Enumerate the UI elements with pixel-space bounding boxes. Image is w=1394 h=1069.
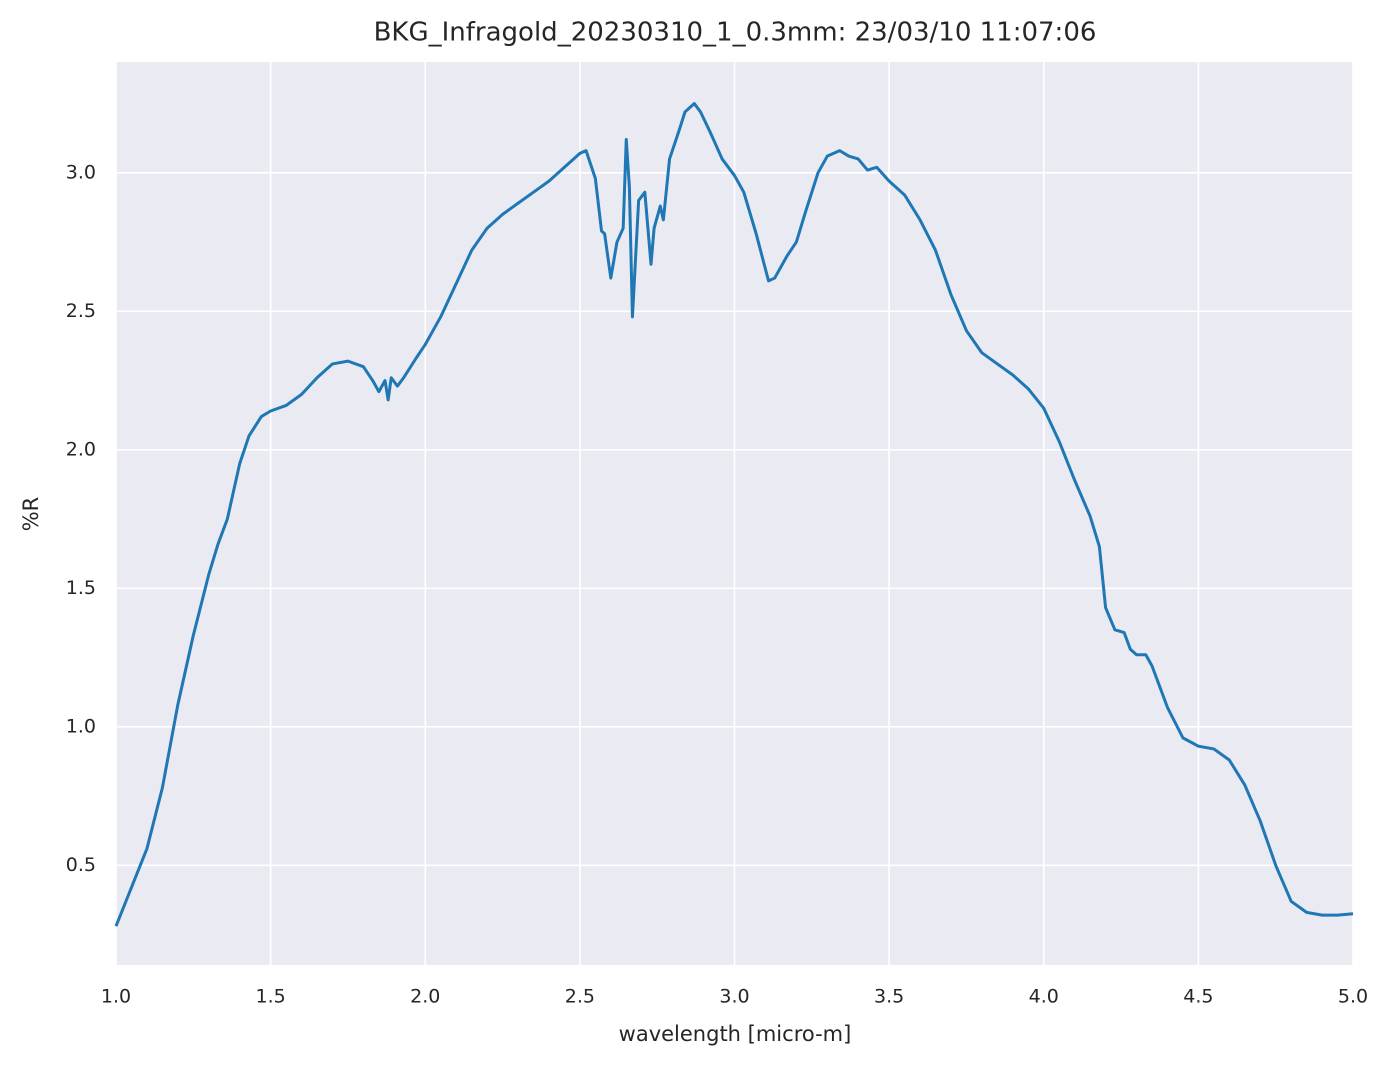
x-tick-label: 3.0 xyxy=(719,986,749,1008)
chart-title: BKG_Infragold_20230310_1_0.3mm: 23/03/10… xyxy=(374,18,1097,48)
x-tick-label: 3.5 xyxy=(874,986,904,1008)
x-tick-label: 2.5 xyxy=(565,986,595,1008)
x-tick-label: 4.0 xyxy=(1029,986,1059,1008)
y-tick-label: 2.0 xyxy=(66,438,96,460)
x-tick-label: 4.5 xyxy=(1183,986,1213,1008)
x-tick-label: 1.5 xyxy=(256,986,286,1008)
y-tick-label: 1.0 xyxy=(66,715,96,737)
data-line xyxy=(114,102,1354,927)
x-tick-label: 1.0 xyxy=(101,986,131,1008)
y-axis-label: %R xyxy=(19,497,43,532)
y-tick-label: 2.5 xyxy=(66,300,96,322)
x-tick-label: 5.0 xyxy=(1338,986,1368,1008)
y-tick-label: 1.5 xyxy=(66,577,96,599)
y-tick-label: 3.0 xyxy=(66,161,96,183)
x-tick-label: 2.0 xyxy=(410,986,440,1008)
x-axis-label: wavelength [micro-m] xyxy=(619,1022,852,1046)
y-tick-label: 0.5 xyxy=(66,854,96,876)
